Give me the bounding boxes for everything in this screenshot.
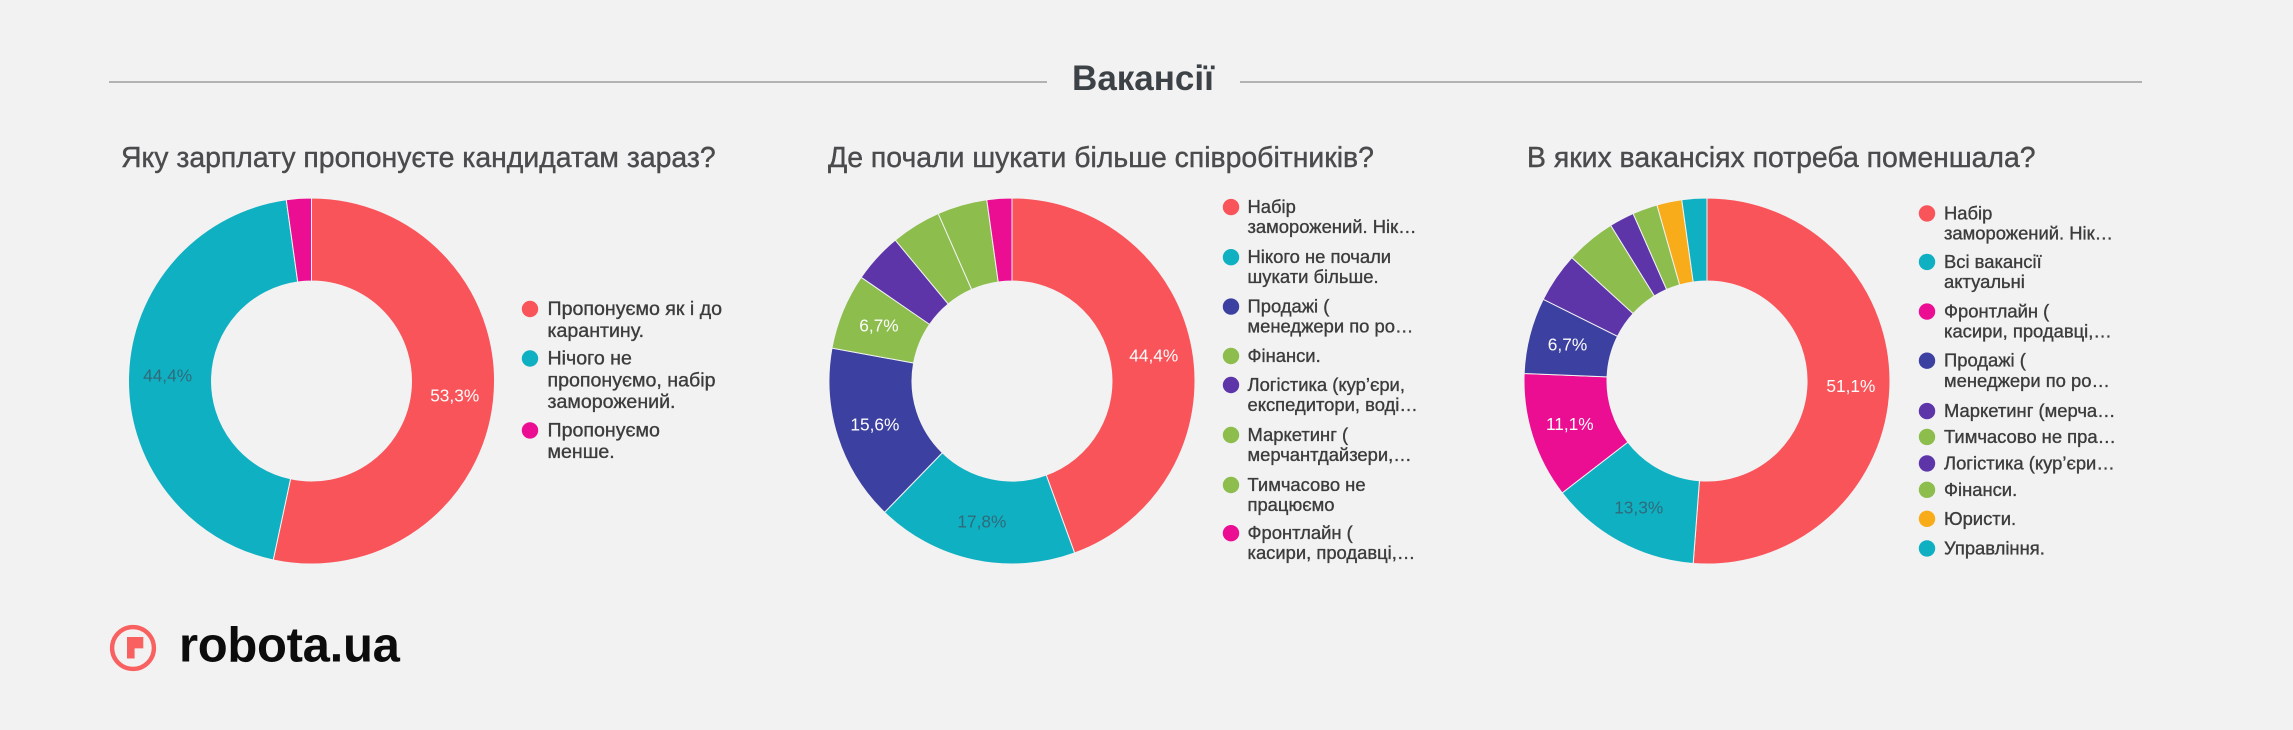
svg-text:експедитори, воді…: експедитори, воді…	[1248, 394, 1418, 415]
svg-text:Продажі (: Продажі (	[1248, 296, 1331, 317]
svg-text:Пропонуємо як і до: Пропонуємо як і до	[548, 298, 723, 320]
svg-text:Логістика (кур’єри…: Логістика (кур’єри…	[1944, 452, 2115, 473]
svg-text:заморожений. Нік…: заморожений. Нік…	[1248, 216, 1417, 237]
svg-text:Маркетинг (: Маркетинг (	[1248, 424, 1350, 445]
svg-text:Продажі (: Продажі (	[1944, 350, 2027, 371]
svg-text:Юристи.: Юристи.	[1944, 508, 2016, 529]
svg-text:53,3%: 53,3%	[430, 386, 479, 406]
svg-text:Набір: Набір	[1944, 202, 1992, 223]
svg-text:менше.: менше.	[548, 441, 615, 463]
svg-text:Нічого не: Нічого не	[548, 348, 632, 370]
svg-text:Набір: Набір	[1248, 196, 1296, 217]
svg-text:актуальні: актуальні	[1944, 271, 2025, 292]
svg-text:Пропонуємо: Пропонуємо	[548, 419, 660, 441]
svg-text:51,1%: 51,1%	[1826, 376, 1875, 396]
svg-text:Тимчасово не пра…: Тимчасово не пра…	[1944, 426, 2116, 447]
svg-text:менеджери по ро…: менеджери по ро…	[1944, 370, 2110, 391]
svg-text:44,4%: 44,4%	[1129, 346, 1178, 366]
svg-text:Логістика (кур’єри,: Логістика (кур’єри,	[1248, 374, 1405, 395]
svg-text:11,1%: 11,1%	[1546, 414, 1594, 434]
svg-text:Фінанси.: Фінанси.	[1944, 479, 2017, 500]
svg-text:менеджери по ро…: менеджери по ро…	[1248, 316, 1414, 337]
svg-text:карантину.: карантину.	[548, 320, 645, 342]
svg-text:Нікого не почали: Нікого не почали	[1248, 246, 1392, 267]
svg-text:мерчантдайзери,…: мерчантдайзери,…	[1248, 444, 1412, 465]
svg-text:44,4%: 44,4%	[143, 365, 192, 385]
svg-text:шукати більше.: шукати більше.	[1248, 266, 1379, 287]
svg-text:заморожений. Нік…: заморожений. Нік…	[1944, 223, 2113, 244]
svg-text:Фронтлайн (: Фронтлайн (	[1248, 522, 1354, 543]
svg-text:15,6%: 15,6%	[850, 414, 899, 434]
svg-text:пропонуємо, набір: пропонуємо, набір	[548, 369, 716, 391]
svg-text:13,3%: 13,3%	[1614, 497, 1663, 517]
svg-text:касири, продавці,…: касири, продавці,…	[1248, 542, 1416, 563]
svg-text:Маркетинг (мерча…: Маркетинг (мерча…	[1944, 400, 2116, 421]
svg-text:Тимчасово не: Тимчасово не	[1248, 474, 1366, 495]
svg-text:6,7%: 6,7%	[1548, 335, 1587, 355]
svg-text:Всі вакансії: Всі вакансії	[1944, 251, 2042, 272]
svg-text:заморожений.: заморожений.	[548, 391, 676, 413]
svg-text:Фронтлайн (: Фронтлайн (	[1944, 301, 2050, 322]
svg-text:6,7%: 6,7%	[859, 316, 898, 336]
svg-text:17,8%: 17,8%	[957, 511, 1006, 531]
svg-text:Управління.: Управління.	[1944, 537, 2045, 558]
svg-text:касири, продавці,…: касири, продавці,…	[1944, 321, 2112, 342]
svg-text:Фінанси.: Фінанси.	[1248, 345, 1321, 366]
svg-text:працюємо: працюємо	[1248, 494, 1335, 515]
svg-text:robota.ua: robota.ua	[179, 619, 401, 673]
